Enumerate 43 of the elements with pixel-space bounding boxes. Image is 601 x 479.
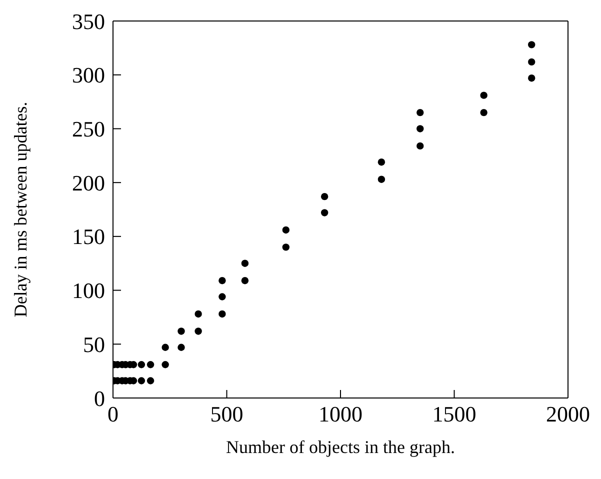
y-tick-label: 100 [72, 278, 105, 304]
x-tick-label: 1500 [432, 402, 476, 427]
point [282, 244, 290, 251]
point [146, 377, 154, 384]
point [416, 125, 424, 132]
y-tick-label: 250 [72, 116, 105, 142]
y-tick-label: 200 [72, 170, 105, 196]
point [162, 361, 169, 368]
point [416, 142, 424, 150]
point [138, 377, 146, 384]
point [178, 344, 185, 351]
y-axis-title: Delay in ms between updates. [10, 102, 30, 318]
point [218, 310, 226, 318]
point [416, 108, 424, 116]
x-axis-title: Number of objects in the graph. [226, 437, 455, 457]
point [528, 41, 536, 48]
point [218, 293, 226, 300]
point [178, 328, 185, 335]
point [194, 310, 202, 318]
point [528, 58, 536, 66]
point [528, 74, 536, 82]
y-tick-label: 0 [94, 386, 105, 411]
point [218, 276, 226, 284]
point [146, 361, 154, 368]
point [320, 192, 328, 200]
y-tick-label: 150 [72, 224, 105, 250]
point [480, 108, 488, 116]
x-tick-label: 1000 [318, 402, 362, 427]
point [138, 361, 146, 368]
y-tick-label: 50 [83, 332, 105, 357]
point [241, 260, 249, 267]
point [241, 276, 249, 284]
point [162, 344, 169, 351]
point [378, 176, 386, 183]
y-tick-label: 300 [72, 62, 105, 88]
point [194, 328, 202, 335]
y-tick-label: 350 [72, 8, 105, 34]
x-tick-label: 2000 [546, 402, 590, 427]
point [320, 209, 328, 216]
point [378, 158, 386, 166]
point [282, 226, 290, 234]
point [480, 92, 488, 99]
x-tick-label: 500 [210, 402, 244, 427]
